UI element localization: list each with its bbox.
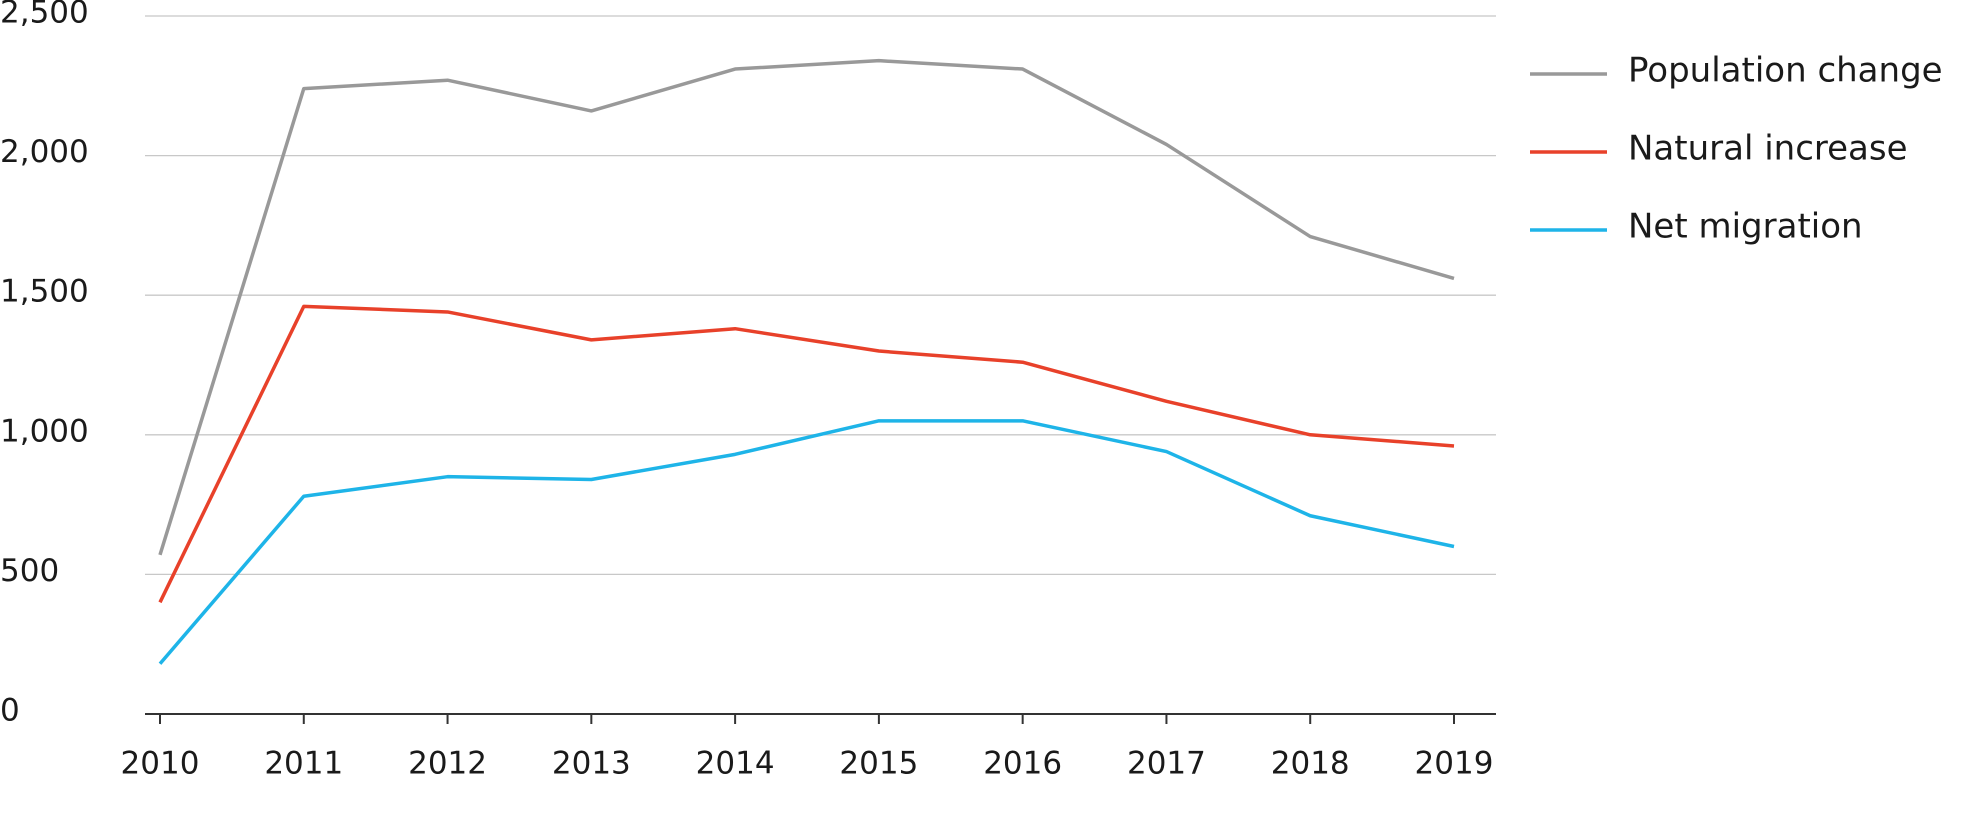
legend-label: Population change xyxy=(1628,51,1943,91)
series-line xyxy=(158,58,1455,556)
legend-label: Natural increase xyxy=(1628,129,1908,169)
y-tick-label: 2,500 xyxy=(0,0,89,31)
x-tick-label: 2013 xyxy=(552,746,631,782)
x-tick-label: 2011 xyxy=(264,746,343,782)
y-tick-label: 1,000 xyxy=(0,413,89,449)
series-line xyxy=(158,304,1455,604)
x-tick-label: 2018 xyxy=(1271,746,1350,782)
x-tick-label: 2019 xyxy=(1415,746,1494,782)
x-tick-label: 2015 xyxy=(839,746,918,782)
x-tick-label: 2010 xyxy=(121,746,200,782)
x-tick-label: 2017 xyxy=(1127,746,1206,782)
series-line xyxy=(158,419,1455,665)
y-tick-label: 0 xyxy=(0,693,20,729)
x-tick-label: 2012 xyxy=(408,746,487,782)
x-tick-label: 2014 xyxy=(696,746,775,782)
legend-label: Net migration xyxy=(1628,207,1863,247)
y-tick-label: 2,000 xyxy=(0,134,89,170)
x-tick-label: 2016 xyxy=(983,746,1062,782)
y-tick-label: 1,500 xyxy=(0,274,89,310)
y-tick-label: 500 xyxy=(0,553,59,589)
